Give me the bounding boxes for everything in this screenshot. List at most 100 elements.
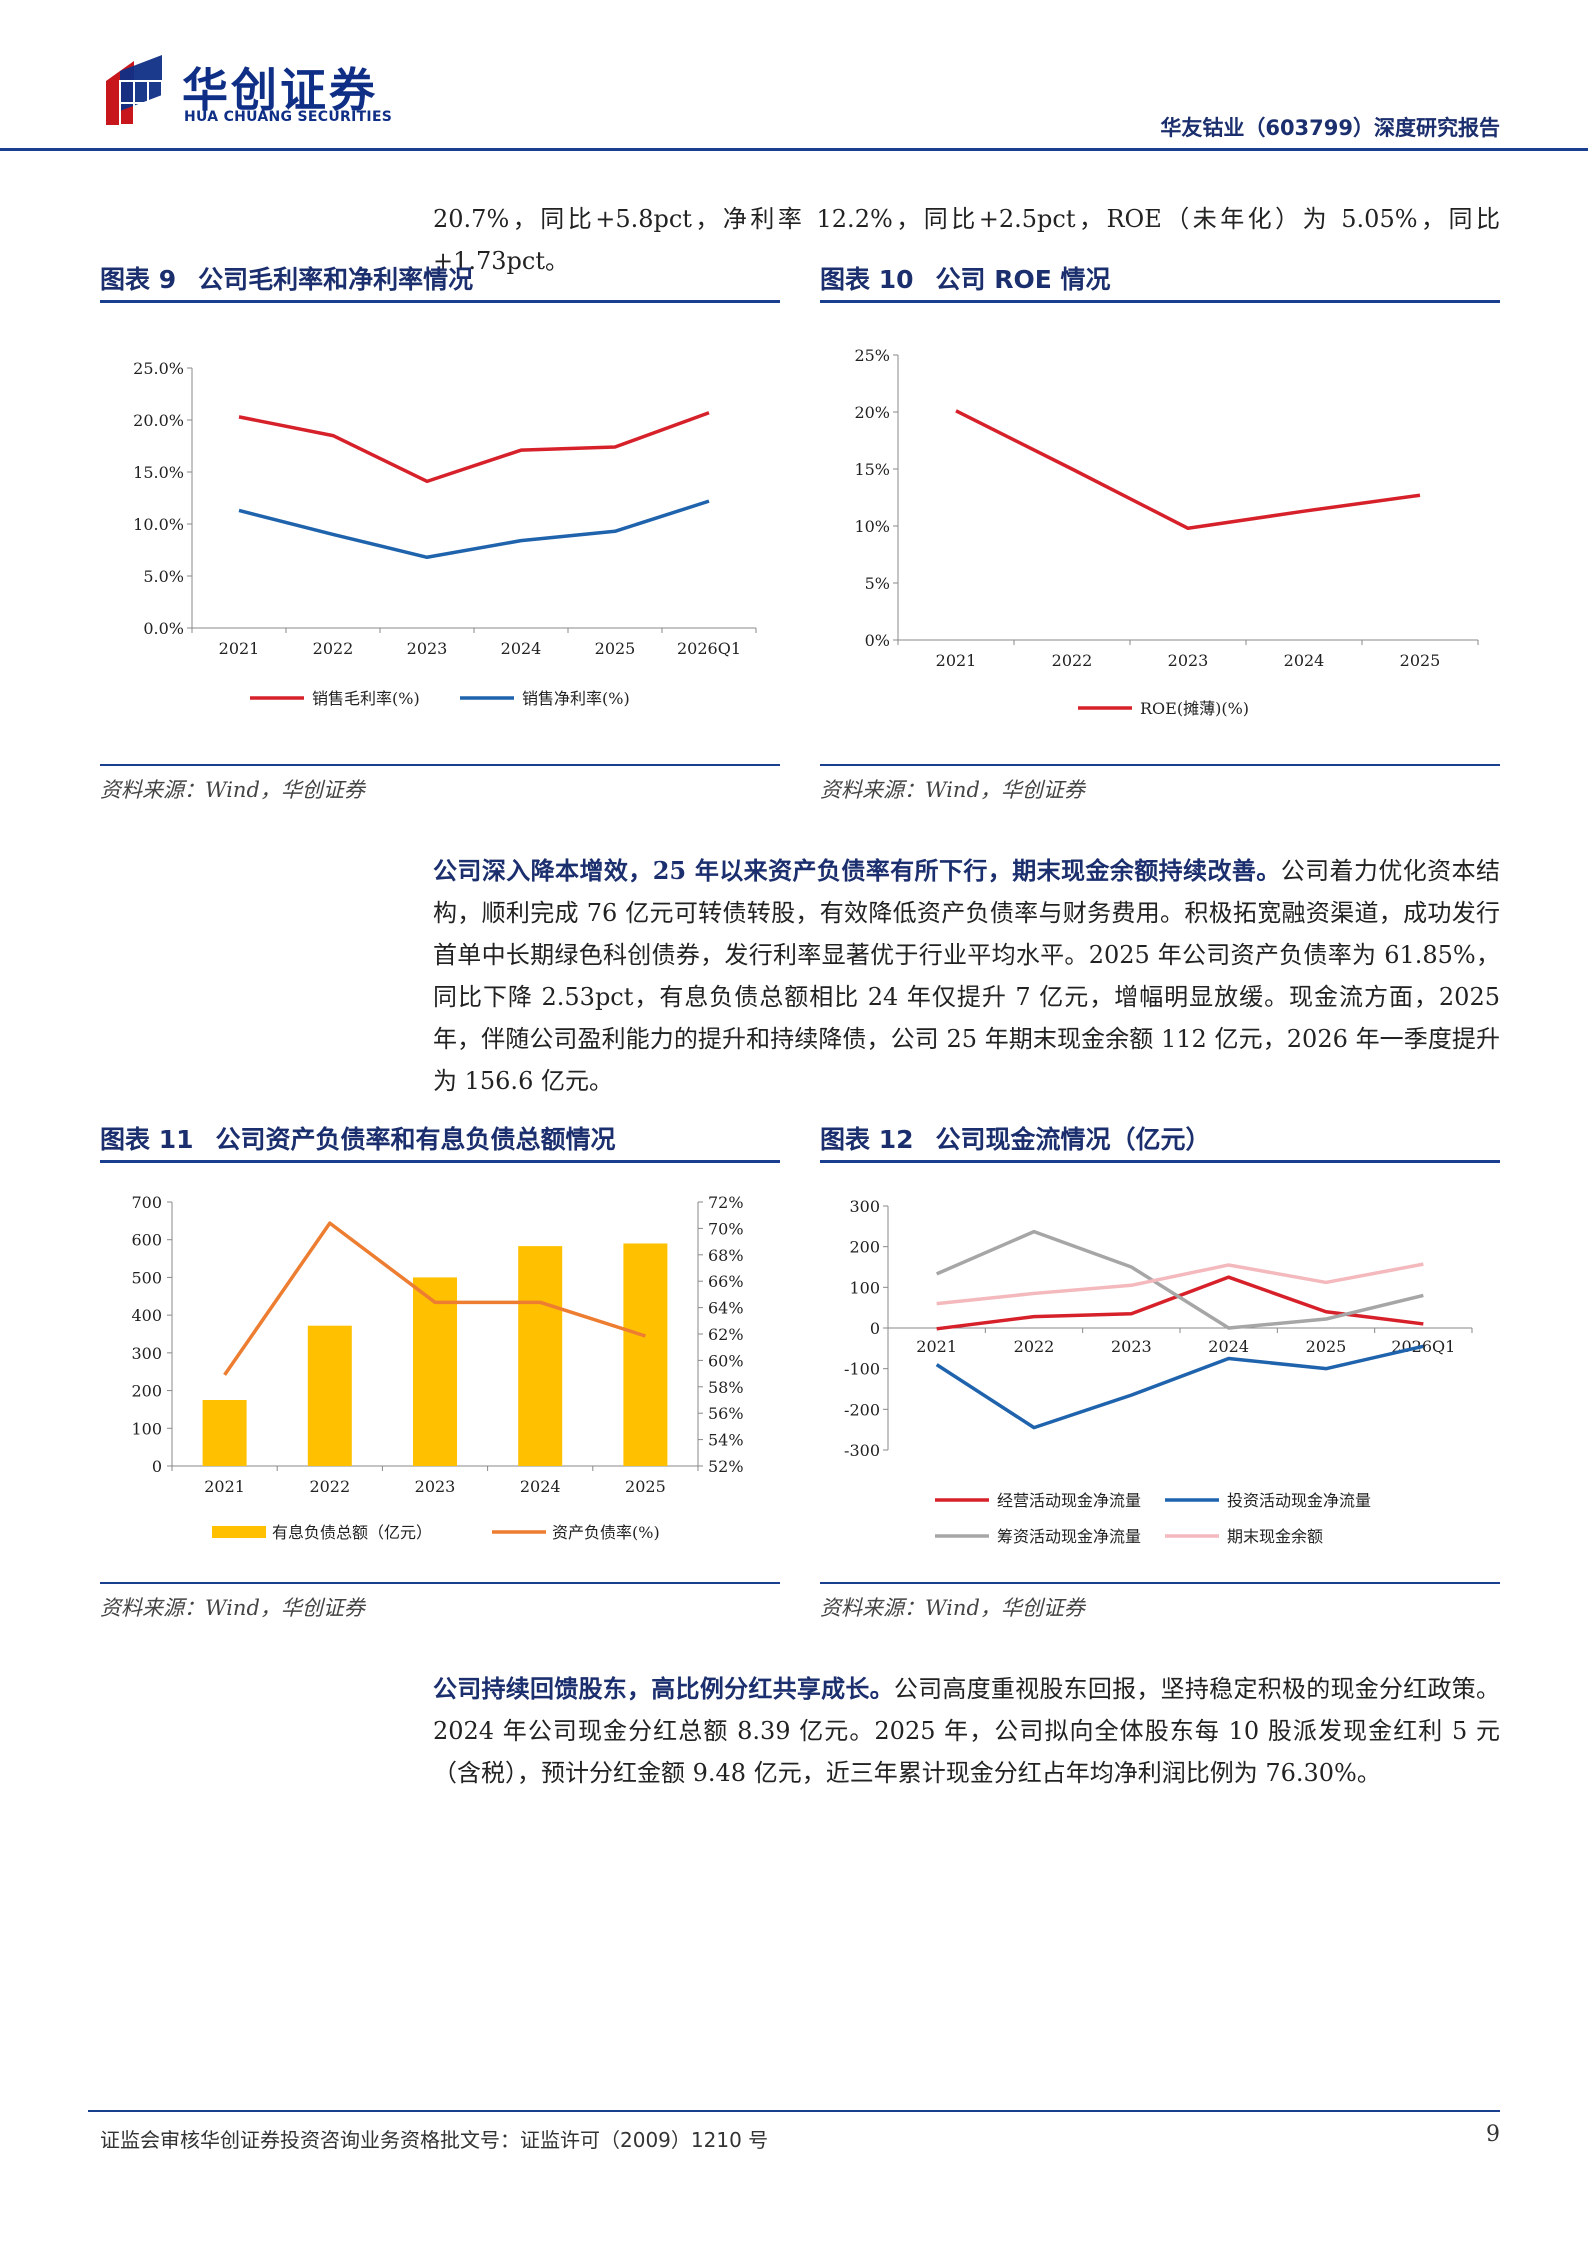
chart-cashflow: -300 -200 -100 0 100 200 300 2021 2022 2023 2024 20… [844, 1197, 1473, 1546]
y-tick-label: 25.0% [133, 359, 184, 378]
legend-label-2: 投资活动现金净流量 [1227, 1491, 1371, 1510]
x-tick-label: 2022 [309, 1477, 350, 1496]
x-tick-label: 2023 [407, 639, 448, 658]
series-line-debt-ratio [223, 1221, 646, 1376]
series-line-1 [238, 411, 710, 484]
y-tick-label: 15% [854, 460, 890, 479]
x-tick-label: 2025 [1400, 651, 1441, 670]
y-right-tick-label: 62% [708, 1325, 744, 1344]
y-left-tick-label: 0 [152, 1457, 162, 1476]
bar-2021 [202, 1400, 247, 1466]
y-right-tick-label: 60% [708, 1351, 744, 1370]
intro-line: 20.7%，同比+5.8pct，净利率 12.2%，同比+2.5pct，ROE（… [433, 205, 1500, 275]
series-line-2 [238, 499, 710, 560]
y-tick-label: 0 [870, 1319, 880, 1338]
series-line-1 [955, 409, 1421, 531]
y-right-tick-label: 52% [708, 1457, 744, 1476]
y-left-tick-label: 700 [131, 1193, 162, 1212]
chart-roe: 0% 5% 10% 15% 20% 25% 2021 2022 2023 2024 2025 ROE(… [854, 346, 1479, 718]
x-tick-label: 2025 [1306, 1337, 1347, 1356]
x-tick-label: 2024 [520, 1477, 561, 1496]
x-tick-label: 2023 [1111, 1337, 1152, 1356]
x-tick-label: 2025 [625, 1477, 666, 1496]
figure-9-caption: 公司毛利率和净利率情况 [198, 265, 474, 294]
paragraph-debt: 公司深入降本增效，25 年以来资产负债率有所下行，期末现金余额持续改善。公司着力… [433, 850, 1500, 1102]
paragraph-dividend-body: 公司高度重视股东回报，坚持稳定积极的现金分红政策。2024 年公司现金分红总额 … [433, 1675, 1500, 1787]
figure-12-bottom-rule [820, 1582, 1500, 1584]
figure-9-title: 图表 9 公司毛利率和净利率情况 [100, 260, 780, 303]
y-tick-label: 20% [854, 403, 890, 422]
x-tick-label: 2026Q1 [677, 639, 741, 658]
figure-12-number: 图表 12 [820, 1125, 914, 1154]
chart-debt: 0 100 200 300 400 500 600 700 52% 54% 56% 58% 60% 62%… [131, 1193, 744, 1542]
legend-label-line: 资产负债率(%) [552, 1523, 660, 1542]
figure-11-caption: 公司资产负债率和有息负债总额情况 [215, 1125, 616, 1154]
y-left-tick-label: 400 [131, 1306, 162, 1325]
figure-9-source: 资料来源：Wind，华创证券 [100, 778, 365, 802]
legend-label-4: 期末现金余额 [1227, 1527, 1323, 1546]
y-tick-label: 25% [854, 346, 890, 365]
x-tick-label: 2021 [936, 651, 977, 670]
x-tick-label: 2024 [1208, 1337, 1249, 1356]
chart-margin-rates: 0.0% 5.0% 10.0% 15.0% 20.0% 25.0% 2021 2022 2023… [133, 359, 757, 708]
figure-12-title: 图表 12 公司现金流情况（亿元） [820, 1120, 1500, 1163]
series-line-2 [935, 1344, 1424, 1430]
y-tick-label: 5% [865, 574, 890, 593]
legend-label-1: 销售毛利率(%) [312, 689, 420, 708]
x-tick-label: 2021 [916, 1337, 957, 1356]
y-left-tick-label: 300 [131, 1344, 162, 1363]
y-tick-label: 0% [865, 631, 890, 650]
bar-2025 [623, 1243, 668, 1466]
logo-text-en: HUA CHUANG SECURITIES [184, 109, 393, 125]
y-tick-label: 20.0% [133, 411, 184, 430]
x-tick-label: 2024 [1284, 651, 1325, 670]
x-tick-label: 2021 [219, 639, 260, 658]
figure-11-title: 图表 11 公司资产负债率和有息负债总额情况 [100, 1120, 780, 1163]
y-tick-label: 10.0% [133, 515, 184, 534]
footer-divider [88, 2110, 1500, 2112]
y-tick-label: 5.0% [143, 567, 184, 586]
figure-9-bottom-rule [100, 764, 780, 766]
figure-12-source: 资料来源：Wind，华创证券 [820, 1596, 1085, 1620]
series-line-4 [936, 1262, 1424, 1306]
legend-swatch-bar [212, 1526, 266, 1538]
x-tick-label: 2024 [501, 639, 542, 658]
y-left-tick-label: 600 [131, 1231, 162, 1250]
logo-text-cn: 华创证券 [182, 63, 378, 117]
header-divider [0, 148, 1588, 151]
x-tick-label: 2023 [415, 1477, 456, 1496]
figure-10-bottom-rule [820, 764, 1500, 766]
y-right-tick-label: 70% [708, 1219, 744, 1238]
x-tick-label: 2022 [1052, 651, 1093, 670]
legend-label-2: 销售净利率(%) [522, 689, 630, 708]
legend-label-3: 筹资活动现金净流量 [997, 1527, 1141, 1546]
figure-10-title: 图表 10 公司 ROE 情况 [820, 260, 1500, 303]
y-tick-label: 100 [849, 1278, 880, 1297]
y-right-tick-label: 72% [708, 1193, 744, 1212]
x-tick-label: 2021 [204, 1477, 245, 1496]
figure-10-number: 图表 10 [820, 265, 914, 294]
x-tick-label: 2022 [313, 639, 354, 658]
series-line-1 [936, 1275, 1424, 1331]
legend-label-1: 经营活动现金净流量 [997, 1491, 1141, 1510]
y-right-tick-label: 68% [708, 1246, 744, 1265]
bar-2024 [518, 1246, 563, 1466]
figure-11-bottom-rule [100, 1582, 780, 1584]
series-line-3 [935, 1229, 1424, 1330]
y-tick-label: 300 [849, 1197, 880, 1216]
y-right-tick-label: 54% [708, 1431, 744, 1450]
y-right-tick-label: 66% [708, 1272, 744, 1291]
y-left-tick-label: 500 [131, 1268, 162, 1287]
x-tick-label: 2023 [1168, 651, 1209, 670]
y-tick-label: 10% [854, 517, 890, 536]
y-tick-label: 15.0% [133, 463, 184, 482]
paragraph-dividend-lead: 公司持续回馈股东，高比例分红共享成长。 [433, 1674, 894, 1703]
figure-12-caption: 公司现金流情况（亿元） [935, 1125, 1211, 1154]
paragraph-dividend: 公司持续回馈股东，高比例分红共享成长。公司高度重视股东回报，坚持稳定积极的现金分… [433, 1668, 1500, 1794]
report-title: 华友钴业（603799）深度研究报告 [1160, 116, 1500, 140]
figure-9-number: 图表 9 [100, 265, 177, 294]
y-right-tick-label: 58% [708, 1378, 744, 1397]
y-tick-label: 200 [849, 1238, 880, 1257]
footer-license: 证监会审核华创证券投资咨询业务资格批文号：证监许可（2009）1210 号 [100, 2128, 769, 2152]
x-tick-label: 2022 [1014, 1337, 1055, 1356]
